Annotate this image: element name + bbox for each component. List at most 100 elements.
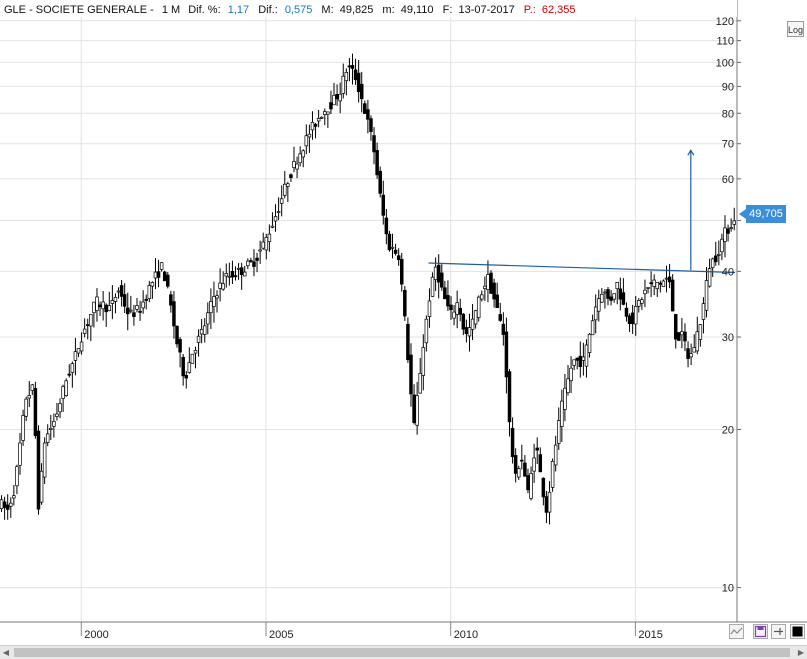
- candle-body: [24, 398, 28, 417]
- y-tick-label: 30: [722, 332, 734, 344]
- candle-body: [273, 216, 278, 222]
- grid-lines: [0, 17, 737, 622]
- candle-body: [680, 331, 684, 336]
- candle-body: [415, 395, 419, 426]
- candle-body: [5, 504, 10, 510]
- candle-body: [363, 103, 367, 114]
- candle-body: [270, 225, 275, 228]
- candle-body: [283, 183, 287, 196]
- candle-body: [193, 349, 198, 354]
- horizontal-scrollbar[interactable]: ◀ ▶: [0, 645, 807, 659]
- candle-body: [104, 304, 108, 313]
- candle-body: [446, 295, 450, 307]
- candle-body: [440, 272, 444, 288]
- candle-body: [452, 311, 456, 319]
- candle-body: [239, 267, 244, 275]
- candle-body: [187, 362, 192, 373]
- candle-body: [618, 288, 623, 300]
- candle-body: [323, 111, 327, 115]
- candle-body: [403, 289, 407, 317]
- candle-body: [723, 227, 727, 242]
- candle-body: [572, 359, 576, 366]
- candle-body: [396, 255, 401, 261]
- y-tick-label: 90: [722, 81, 734, 93]
- candle-body: [399, 258, 404, 285]
- candle-body: [58, 403, 62, 413]
- triangle-right-icon[interactable]: ▶: [797, 648, 805, 657]
- candle-body: [701, 303, 706, 320]
- candle-body: [409, 354, 413, 395]
- candle-body: [0, 499, 4, 509]
- trend-line: [428, 262, 736, 274]
- candle-body: [169, 294, 173, 306]
- candle-body: [359, 83, 364, 100]
- candle-body: [476, 296, 481, 318]
- candle-body: [464, 327, 469, 334]
- candle-body: [578, 355, 583, 368]
- x-tick-label: 2005: [269, 629, 293, 641]
- candle-body: [326, 111, 330, 115]
- candle-body: [196, 335, 201, 343]
- candle-body: [249, 260, 253, 262]
- scrollbar-thumb[interactable]: [14, 648, 790, 657]
- candle-body: [406, 323, 410, 361]
- candle-body: [566, 378, 570, 394]
- candle-body: [175, 325, 179, 345]
- candle-body: [710, 258, 715, 269]
- symbol-label: GLE - SOCIETE GENERALE - 1 M Dif. %: 1,1…: [4, 4, 576, 16]
- candle-body: [126, 307, 130, 315]
- candle-body: [375, 150, 379, 176]
- candle-body: [646, 287, 650, 289]
- candle-body: [15, 466, 19, 487]
- candle-body: [335, 94, 339, 100]
- candle-body: [455, 302, 459, 315]
- candle-body: [279, 198, 284, 204]
- candle-body: [122, 294, 127, 307]
- candle-body: [98, 304, 102, 308]
- candle-body: [82, 328, 87, 334]
- zigzag-icon[interactable]: [729, 624, 744, 639]
- candle-body: [338, 93, 342, 102]
- candle-body: [129, 309, 133, 312]
- candle-body: [132, 312, 136, 317]
- candle-body: [12, 495, 16, 499]
- candle-body: [624, 307, 629, 317]
- log-scale-button[interactable]: Log: [787, 21, 804, 37]
- candle-body: [242, 271, 247, 277]
- pin-icon[interactable]: [771, 624, 786, 639]
- candle-body: [85, 324, 90, 326]
- candle-body: [643, 289, 647, 295]
- candle-body: [76, 348, 81, 354]
- candle-body: [686, 348, 690, 359]
- candle-body: [113, 296, 118, 302]
- candle-body: [526, 475, 530, 491]
- candle-body: [45, 433, 50, 443]
- candle-body: [221, 283, 225, 290]
- candle-body: [670, 279, 675, 312]
- candle-body: [347, 65, 352, 68]
- candle-body: [495, 294, 499, 309]
- floppy-icon[interactable]: [753, 624, 768, 639]
- candle-body: [507, 371, 512, 423]
- candle-body: [258, 249, 262, 252]
- candle-body: [535, 447, 539, 451]
- candle-body: [135, 305, 139, 310]
- candle-body: [421, 347, 426, 376]
- candle-body: [310, 122, 315, 131]
- candle-body: [27, 395, 31, 399]
- triangle-left-icon[interactable]: ◀: [2, 648, 10, 657]
- candle-body: [504, 331, 509, 378]
- black-square-icon[interactable]: [790, 624, 805, 639]
- candle-body: [215, 295, 219, 299]
- candle-body: [489, 272, 493, 294]
- candle-body: [547, 491, 552, 513]
- candle-body: [658, 282, 663, 285]
- candle-body: [33, 388, 38, 436]
- candle-body: [387, 233, 392, 251]
- candle-body: [381, 194, 386, 216]
- candle-body: [119, 285, 124, 297]
- candle-body: [313, 123, 318, 127]
- candle-body: [353, 69, 358, 81]
- candle-body: [138, 310, 142, 313]
